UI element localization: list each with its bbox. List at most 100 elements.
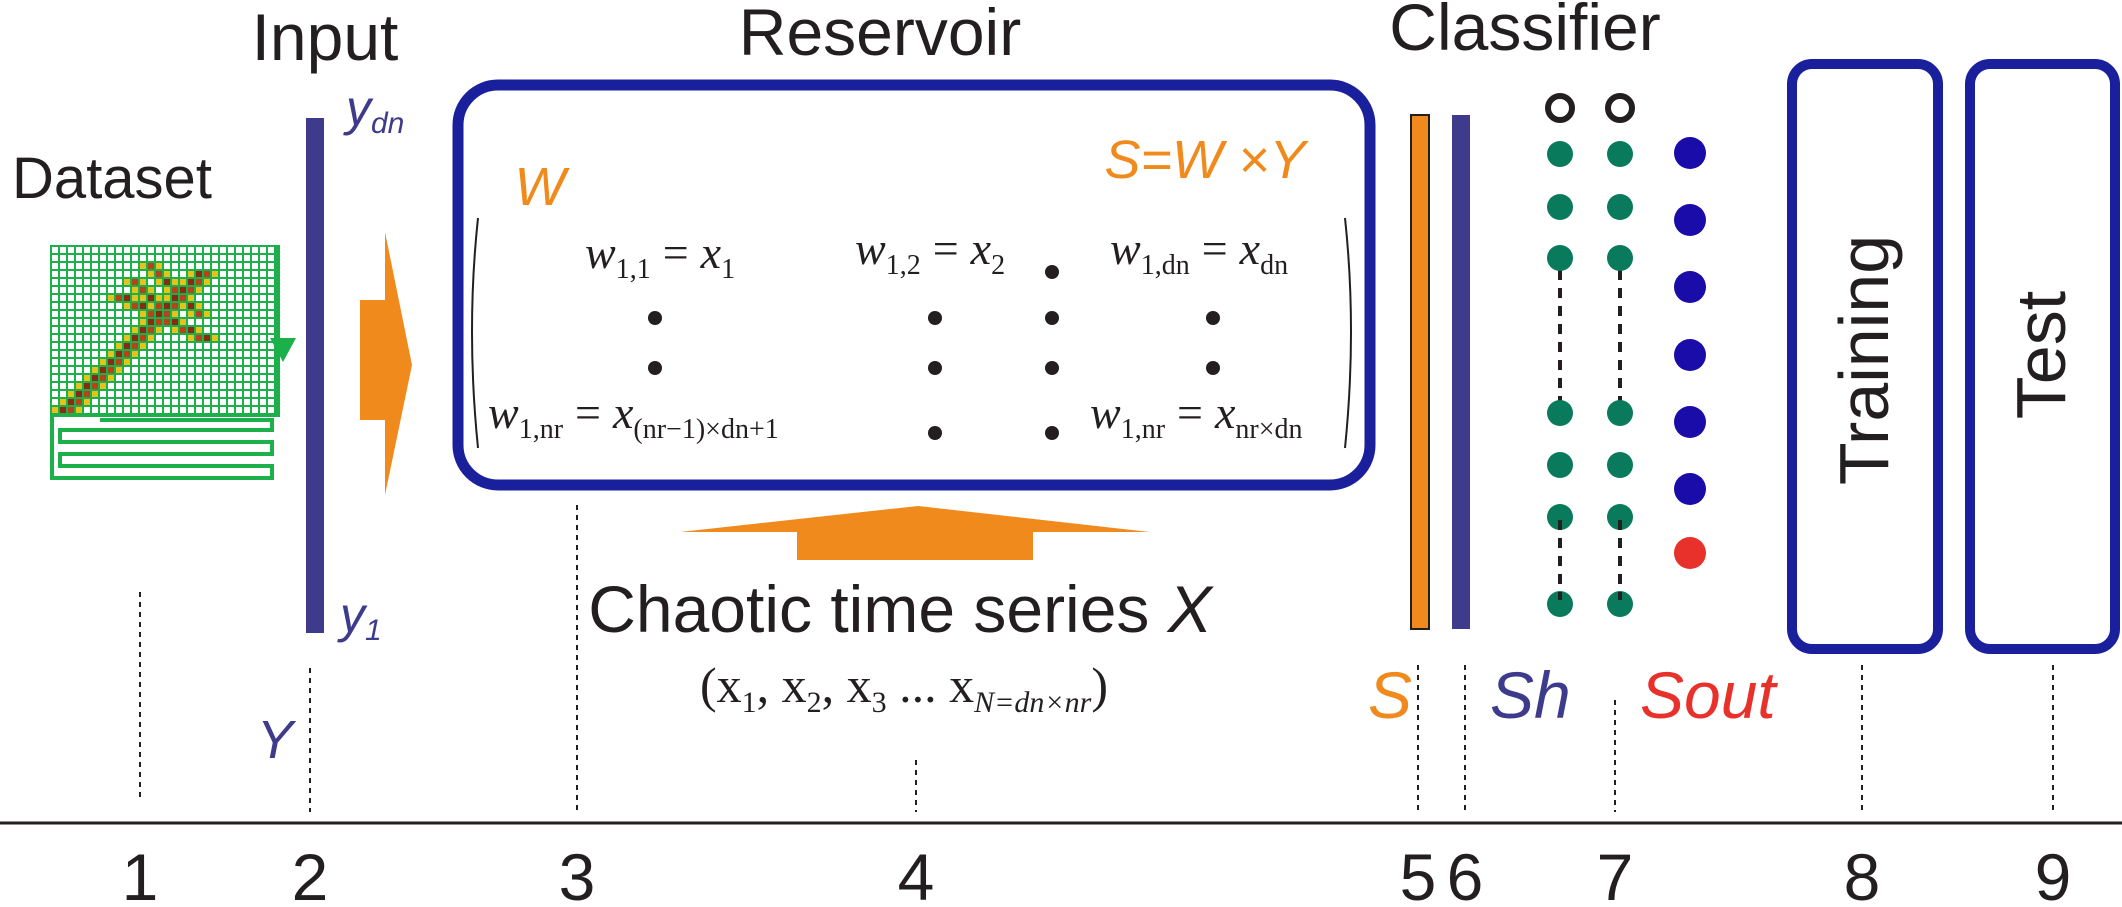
pixel-cell (228, 295, 234, 301)
pixel-cell (236, 279, 242, 285)
pixel-cell (196, 303, 202, 309)
pixel-cell (124, 255, 130, 261)
pixel-cell (60, 399, 66, 405)
pixel-cell (100, 255, 106, 261)
pixel-cell (260, 319, 266, 325)
pixel-cell (204, 399, 210, 405)
pixel-cell (268, 391, 274, 397)
pixel-cell (252, 407, 258, 413)
pixel-cell (84, 247, 90, 253)
pixel-cell (76, 399, 82, 405)
pixel-cell (100, 407, 106, 413)
pixel-cell (260, 351, 266, 357)
pixel-cell (172, 391, 178, 397)
pixel-cell (228, 303, 234, 309)
pixel-cell (268, 311, 274, 317)
pixel-cell (244, 247, 250, 253)
pixel-cell (260, 263, 266, 269)
pixel-cell (172, 303, 178, 309)
matrix-ellipsis-dots (648, 265, 1220, 440)
pixel-cell (140, 407, 146, 413)
pixel-cell (116, 351, 122, 357)
pixel-cell (52, 255, 58, 261)
pixel-cell (52, 399, 58, 405)
pixel-cell (268, 399, 274, 405)
pixel-cell (196, 327, 202, 333)
pixel-cell (148, 295, 154, 301)
pixel-cell (260, 375, 266, 381)
matrix-left-bracket (471, 217, 479, 449)
pixel-cell (68, 335, 74, 341)
pixel-cell (188, 375, 194, 381)
pixel-cell (220, 303, 226, 309)
pixel-cell (244, 399, 250, 405)
pixel-cell (252, 303, 258, 309)
pixel-cell (196, 287, 202, 293)
pixel-cell (140, 335, 146, 341)
pixel-cell (60, 279, 66, 285)
pixel-cell (68, 255, 74, 261)
pixel-cell (180, 255, 186, 261)
step-guide-lines (139, 505, 2054, 812)
pixel-cell (212, 391, 218, 397)
pixel-cell (100, 311, 106, 317)
pixel-cell (180, 311, 186, 317)
pixel-cell (268, 247, 274, 253)
pixel-cell (260, 271, 266, 277)
pixel-cell (172, 311, 178, 317)
pixel-cell (100, 327, 106, 333)
pixel-cell (228, 319, 234, 325)
pixel-cell (140, 327, 146, 333)
pixel-cell (220, 319, 226, 325)
pixel-cell (156, 335, 162, 341)
pixel-cell (188, 279, 194, 285)
pixel-cell (236, 391, 242, 397)
pixel-cell (60, 247, 66, 253)
pixel-cell (220, 399, 226, 405)
pixel-cell (116, 311, 122, 317)
pixel-cell (260, 247, 266, 253)
pixel-cell (76, 295, 82, 301)
pixel-cell (124, 327, 130, 333)
pixel-cell (164, 335, 170, 341)
pixel-cell (220, 311, 226, 317)
pixel-cell (180, 263, 186, 269)
pixel-cell (108, 407, 114, 413)
pixel-cell (268, 375, 274, 381)
pixel-cell (52, 295, 58, 301)
pixel-cell (124, 391, 130, 397)
pixel-cell (108, 295, 114, 301)
pixel-cell (244, 351, 250, 357)
pixel-cell (60, 303, 66, 309)
pixel-cell (60, 359, 66, 365)
pixel-cell (220, 295, 226, 301)
pixel-cell (220, 335, 226, 341)
pixel-cell (260, 327, 266, 333)
pixel-cell (156, 287, 162, 293)
pixel-cell (180, 287, 186, 293)
pixel-cell (188, 263, 194, 269)
pixel-cell (148, 279, 154, 285)
pixel-cell (68, 407, 74, 413)
pixel-cell (252, 383, 258, 389)
pixel-cell (196, 391, 202, 397)
pixel-cell (164, 295, 170, 301)
pixel-cell (100, 295, 106, 301)
pixel-cell (148, 367, 154, 373)
pixel-cell (228, 359, 234, 365)
pixel-cell (84, 271, 90, 277)
pixel-cell (132, 327, 138, 333)
pixel-cell (188, 391, 194, 397)
pixel-cell (68, 351, 74, 357)
pixel-cell (92, 279, 98, 285)
pixel-cell (140, 295, 146, 301)
pixel-cell (148, 399, 154, 405)
pixel-cell (124, 279, 130, 285)
pixel-cell (92, 383, 98, 389)
pixel-cell (124, 271, 130, 277)
pixel-cell (140, 303, 146, 309)
pixel-cell (252, 279, 258, 285)
pixel-cell (252, 255, 258, 261)
pixel-cell (212, 287, 218, 293)
pixel-cell (84, 303, 90, 309)
